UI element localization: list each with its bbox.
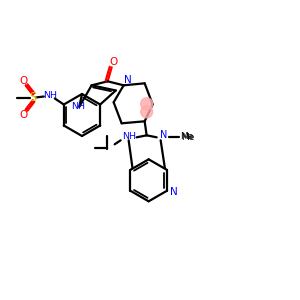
Text: NH: NH <box>122 132 136 141</box>
Text: Me: Me <box>180 132 193 141</box>
Text: NH: NH <box>43 91 57 100</box>
Text: O: O <box>20 76 28 85</box>
Text: O: O <box>20 110 28 119</box>
Circle shape <box>141 106 153 118</box>
Text: N: N <box>124 75 131 85</box>
Circle shape <box>141 98 153 110</box>
Text: N: N <box>160 130 167 140</box>
Text: N: N <box>170 187 178 197</box>
Text: Me: Me <box>181 133 194 142</box>
Text: S: S <box>29 91 37 104</box>
Text: O: O <box>110 57 118 67</box>
Text: NH: NH <box>71 102 85 111</box>
